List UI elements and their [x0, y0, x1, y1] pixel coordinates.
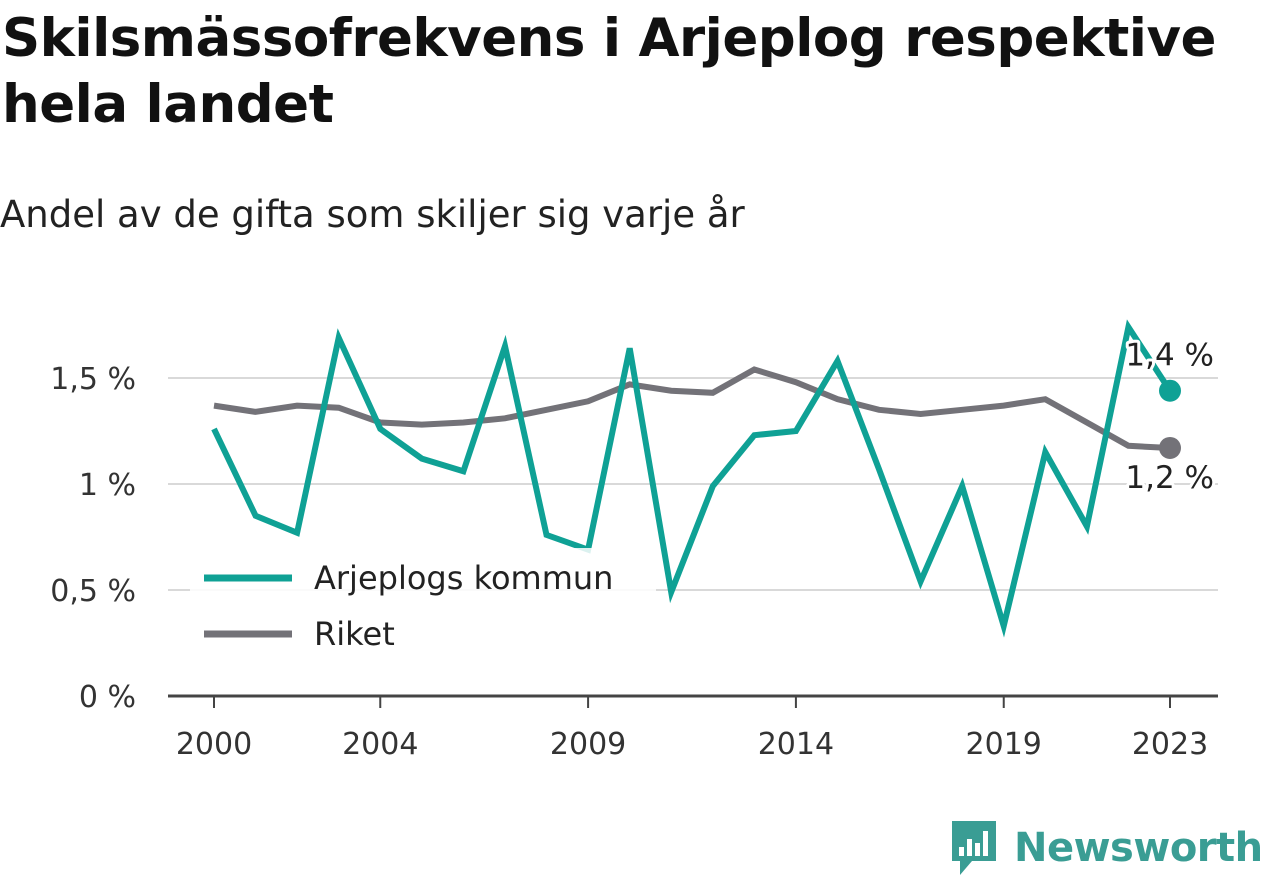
- x-tick-label: 2019: [966, 727, 1042, 762]
- end-value-label: 1,2 %: [1125, 460, 1214, 496]
- end-labels: 1,4 % 1,2 %: [1122, 335, 1217, 499]
- chart-title: Skilsmässofrekvens i Arjeplog respektive…: [2, 8, 1216, 135]
- series-lines: [211, 319, 1181, 638]
- x-tick-label: 2000: [176, 727, 252, 762]
- brand-name: Newsworthy: [1014, 825, 1262, 871]
- chart-subtitle: Andel av de gifta som skiljer sig varje …: [0, 193, 745, 236]
- legend-background: [190, 548, 656, 664]
- y-tick-label: 0 %: [79, 680, 136, 715]
- y-tick-label: 1,5 %: [50, 362, 136, 397]
- newsworthy-logo-icon: [952, 821, 996, 875]
- legend: Arjeplogs kommun Riket: [190, 548, 656, 664]
- x-tick-label: 2004: [342, 727, 418, 762]
- series-line: [211, 319, 1173, 638]
- legend-label: Arjeplogs kommun: [314, 559, 613, 597]
- y-tick-label: 0,5 %: [50, 574, 136, 609]
- series-end-dot: [1159, 436, 1181, 459]
- x-tick-label: 2023: [1132, 727, 1208, 762]
- y-tick-label: 1 %: [79, 468, 136, 503]
- x-axis: 2000 2004 2009 2014 2019 2023: [168, 694, 1218, 762]
- legend-label: Riket: [314, 615, 395, 653]
- series-end-dot: [1159, 379, 1181, 402]
- gridlines: 0 % 0,5 % 1 % 1,5 %: [50, 362, 1218, 715]
- end-value-label: 1,4 %: [1125, 338, 1214, 374]
- x-tick-label: 2014: [758, 727, 834, 762]
- x-tick-label: 2009: [550, 727, 626, 762]
- newsworthy-brand[interactable]: Newsworthy: [948, 816, 1262, 880]
